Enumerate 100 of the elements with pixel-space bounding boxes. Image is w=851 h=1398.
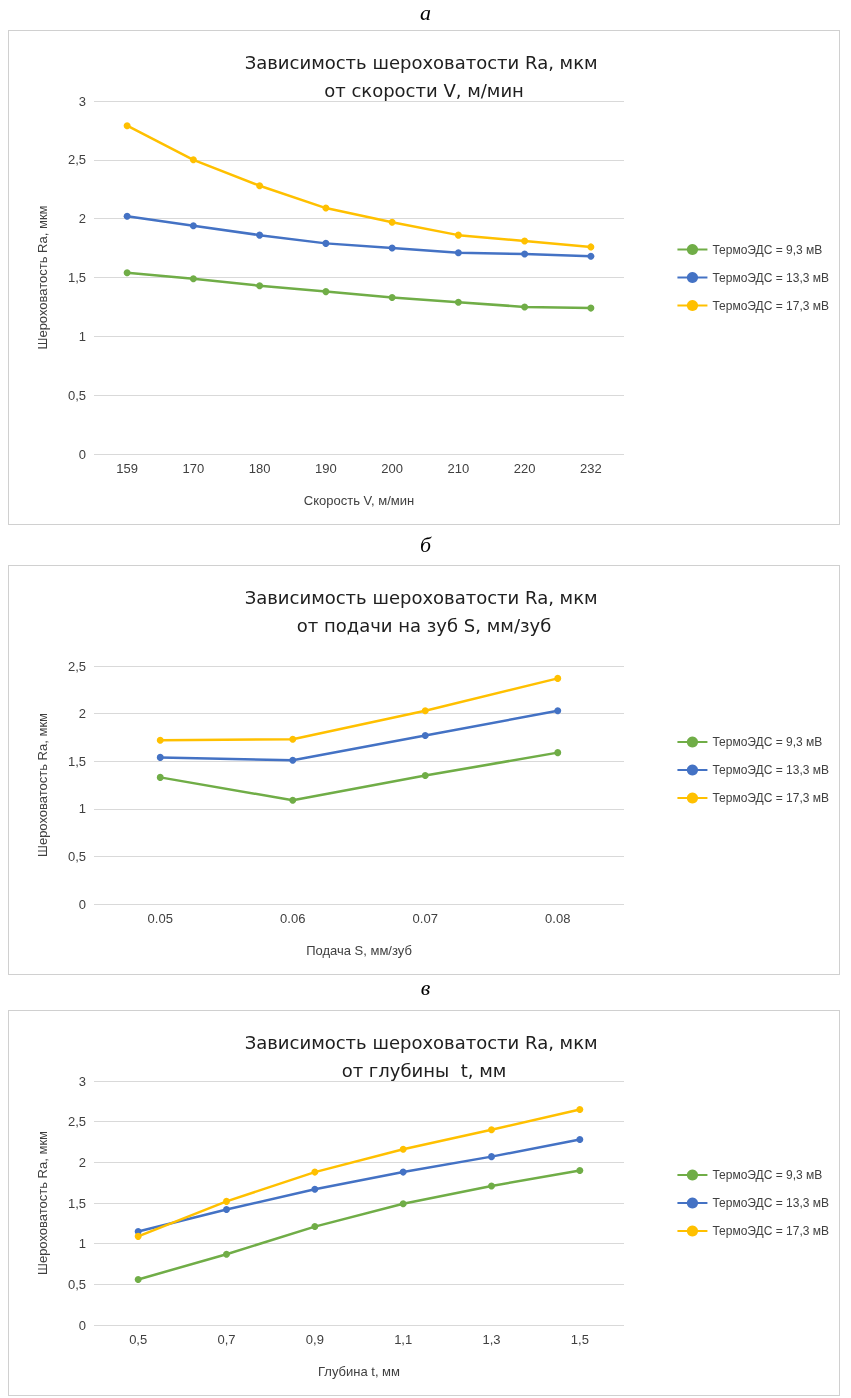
legend-label: ТермоЭДС = 13,3 мВ [712, 1196, 830, 1210]
point [189, 222, 197, 230]
point [256, 182, 264, 190]
y-tick-label: 1 [78, 801, 86, 817]
x-tick-label: 159 [116, 461, 138, 476]
point [587, 252, 595, 260]
point [223, 1197, 230, 1205]
point [554, 749, 562, 757]
legend-label: ТермоЭДС = 17,3 мВ [712, 791, 830, 805]
y-tick-label: 2 [78, 1154, 86, 1170]
point [156, 736, 164, 744]
y-tick-label: 0 [78, 446, 86, 462]
point [388, 244, 396, 252]
chart-title: Зависимость шероховатости Ra, мкм от глубины t, мм [244, 1031, 604, 1081]
y-tick-label: 1 [78, 1236, 86, 1252]
point [322, 204, 330, 212]
legend-label: ТермоЭДС = 13,3 мВ [712, 270, 830, 285]
y-tick-label: 3 [78, 1073, 86, 1089]
x-axis-title: Скорость V, м/мин [303, 493, 415, 508]
y-tick-label: 1,5 [67, 1195, 86, 1211]
point [223, 1250, 230, 1258]
point [399, 1145, 407, 1153]
point [289, 796, 297, 804]
legend-label: ТермоЭДС = 9,3 мВ [712, 735, 823, 749]
y-tick-label: 1 [78, 328, 86, 344]
x-tick-label: 0,7 [217, 1332, 236, 1347]
point [454, 231, 462, 239]
point [322, 288, 330, 296]
point [311, 1223, 319, 1231]
point [134, 1232, 142, 1240]
point [421, 732, 429, 739]
point [399, 1200, 407, 1208]
point [421, 707, 429, 715]
legend-label: ТермоЭДС = 17,3 мВ [712, 1224, 830, 1238]
y-tick-label: 0,5 [67, 1276, 86, 1292]
x-axis-title: Глубина t, мм [318, 1364, 401, 1379]
legend-label: ТермоЭДС = 17,3 мВ [712, 298, 830, 313]
chart-title: Зависимость шероховатости Ra, мкм от скорости V, м/мин [244, 51, 604, 101]
x-axis-title: Подача S, мм/зуб [306, 943, 412, 958]
y-tick-label: 0 [78, 896, 86, 912]
y-axis-title: Шероховатость Ra, мкм [35, 712, 50, 858]
legend-label: ТермоЭДС = 13,3 мВ [712, 763, 830, 777]
point [488, 1126, 495, 1134]
y-tick-label: 0,5 [67, 848, 86, 864]
point [223, 1206, 230, 1213]
point [123, 269, 131, 277]
point [156, 773, 164, 781]
y-tick-label: 1,5 [67, 270, 86, 285]
y-tick-label: 2,5 [67, 1114, 86, 1130]
x-tick-label: 0.08 [545, 911, 571, 926]
point [189, 275, 197, 283]
point [554, 707, 562, 715]
legend-label: ТермоЭДС = 9,3 мВ [712, 1168, 823, 1182]
x-tick-label: 0.07 [412, 911, 438, 926]
x-tick-label: 0,9 [305, 1332, 324, 1347]
point [311, 1168, 319, 1176]
point [289, 756, 297, 764]
point [576, 1166, 584, 1174]
point [587, 243, 595, 251]
point [256, 231, 264, 239]
point [189, 156, 197, 164]
point [123, 122, 131, 130]
point [256, 282, 264, 290]
point [421, 771, 429, 779]
y-tick-label: 3 [78, 93, 86, 109]
text: а [419, 0, 432, 26]
point [322, 239, 330, 247]
point [587, 304, 595, 312]
x-tick-label: 1,5 [570, 1332, 589, 1347]
point [488, 1153, 495, 1161]
x-tick-label: 232 [580, 461, 602, 476]
point [554, 674, 562, 682]
point [488, 1182, 495, 1190]
point [576, 1105, 584, 1113]
x-tick-label: 180 [248, 461, 271, 476]
x-tick-label: 170 [182, 461, 205, 476]
y-tick-label: 2,5 [67, 658, 86, 674]
y-axis-title: Шероховатость Ra, мкм [35, 205, 50, 350]
y-tick-label: 2,5 [67, 152, 86, 168]
x-tick-label: 0,5 [129, 1332, 148, 1347]
point [311, 1185, 319, 1193]
point [576, 1136, 584, 1144]
chart-title: Зависимость шероховатости Ra, мкм от подачи на зуб S, мм/зуб [244, 586, 604, 636]
x-tick-label: 1,3 [482, 1332, 501, 1347]
point [289, 735, 297, 743]
x-tick-label: 1,1 [394, 1332, 413, 1347]
point [156, 753, 164, 761]
point [454, 298, 462, 306]
text: б [418, 532, 433, 558]
x-tick-label: 0.06 [280, 911, 306, 926]
legend-label: ТермоЭДС = 9,3 мВ [712, 242, 823, 257]
text: в [419, 975, 432, 1001]
y-tick-label: 2 [78, 211, 86, 227]
point [521, 303, 529, 311]
point [521, 250, 529, 258]
point [399, 1168, 407, 1176]
point [521, 237, 529, 245]
y-axis-title: Шероховатость Ra, мкм [35, 1130, 50, 1276]
x-tick-label: 0.05 [147, 911, 173, 926]
x-tick-label: 220 [513, 461, 536, 476]
